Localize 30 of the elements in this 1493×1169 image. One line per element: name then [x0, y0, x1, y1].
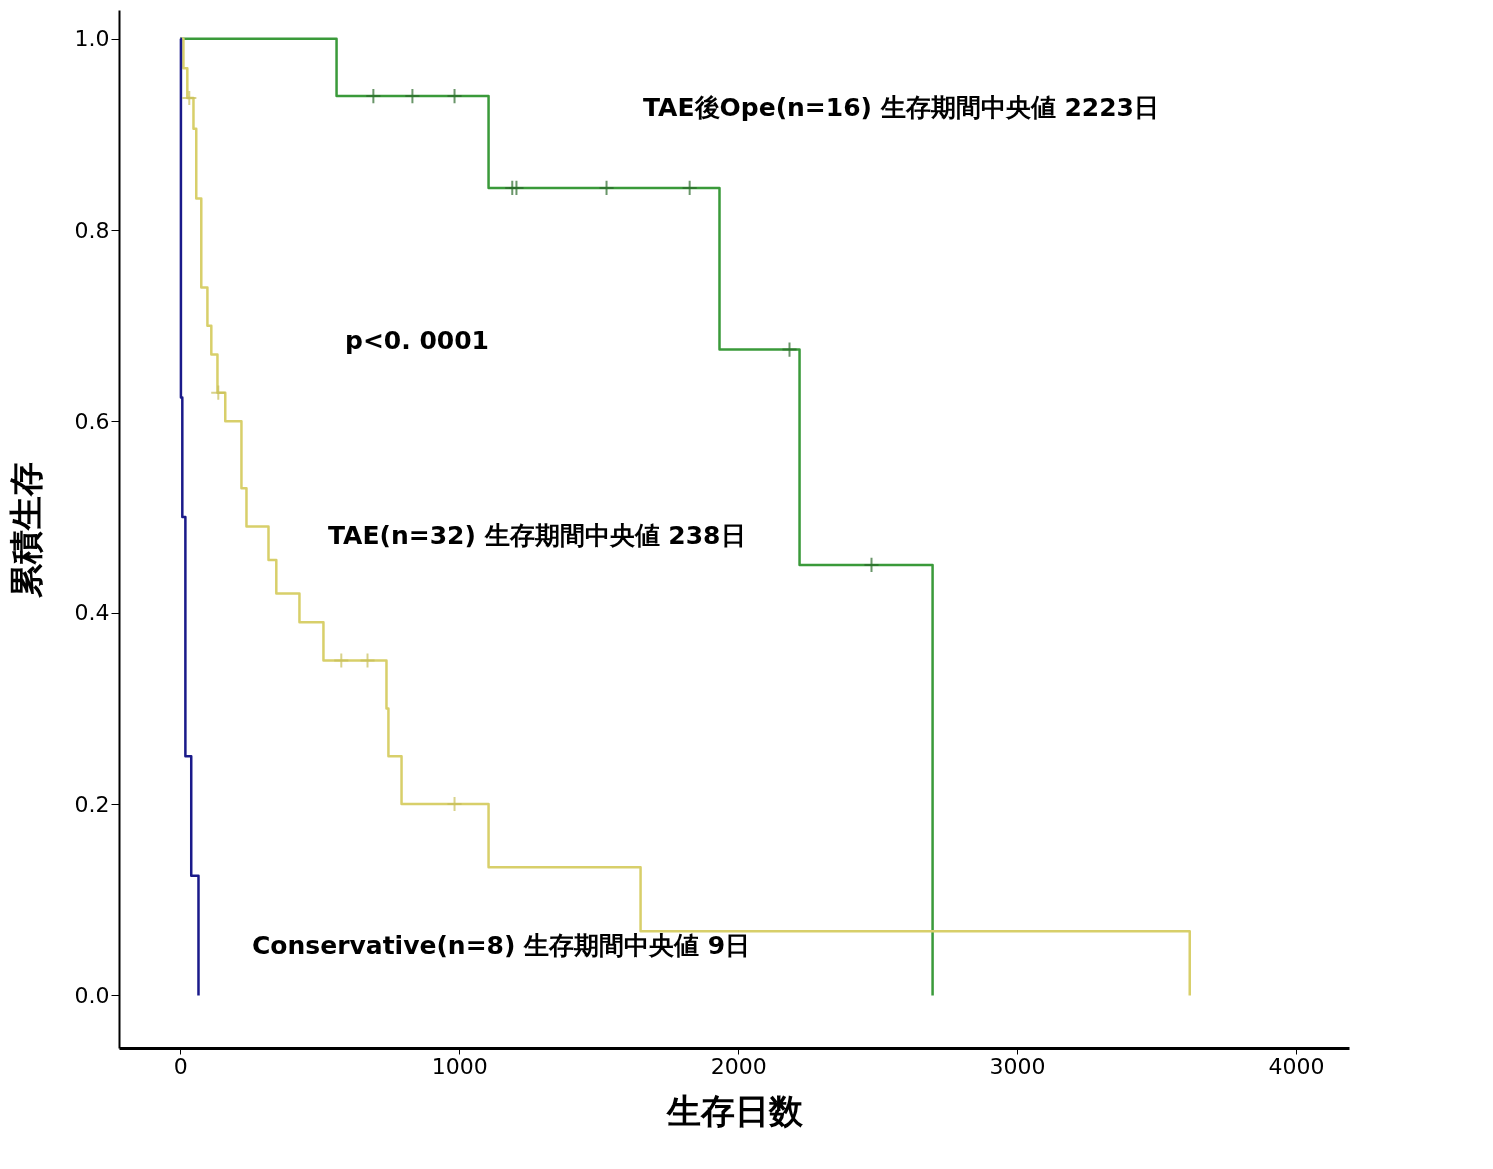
point — [210, 384, 227, 401]
point — [446, 88, 463, 105]
x-tick-label: 4000 — [1268, 1053, 1325, 1079]
point — [781, 341, 798, 358]
y-tick-label: 0.0 — [74, 982, 110, 1008]
x-tick-label: 1000 — [431, 1053, 488, 1079]
point — [446, 795, 463, 813]
annotation: Conservative(n=8) 生存期間中央値 9日 — [252, 931, 751, 960]
y-tick-label: 1.0 — [74, 26, 110, 52]
y-tick-label: 0.8 — [74, 217, 110, 243]
annotation: p<0. 0001 — [345, 326, 490, 355]
y-tick-label: 0.2 — [74, 791, 110, 817]
point — [333, 652, 350, 669]
y-tick-label: 0.6 — [74, 408, 110, 434]
point — [365, 88, 382, 105]
point — [681, 179, 698, 197]
x-tick-label: 2000 — [710, 1053, 767, 1079]
x-tick-label: 3000 — [989, 1053, 1046, 1079]
x-axis-title: 生存日数 — [665, 1090, 804, 1131]
point — [181, 89, 198, 107]
point — [598, 179, 615, 197]
y-axis-title: 累積生存 — [5, 461, 46, 598]
point — [508, 179, 525, 197]
x-tick-label: 0 — [173, 1053, 188, 1079]
annotation: TAE(n=32) 生存期間中央値 238日 — [328, 521, 746, 550]
point — [404, 88, 421, 105]
point — [863, 556, 880, 573]
point — [359, 652, 376, 669]
y-tick-label: 0.4 — [74, 600, 110, 626]
annotation: TAE後Ope(n=16) 生存期間中央値 2223日 — [643, 93, 1160, 122]
